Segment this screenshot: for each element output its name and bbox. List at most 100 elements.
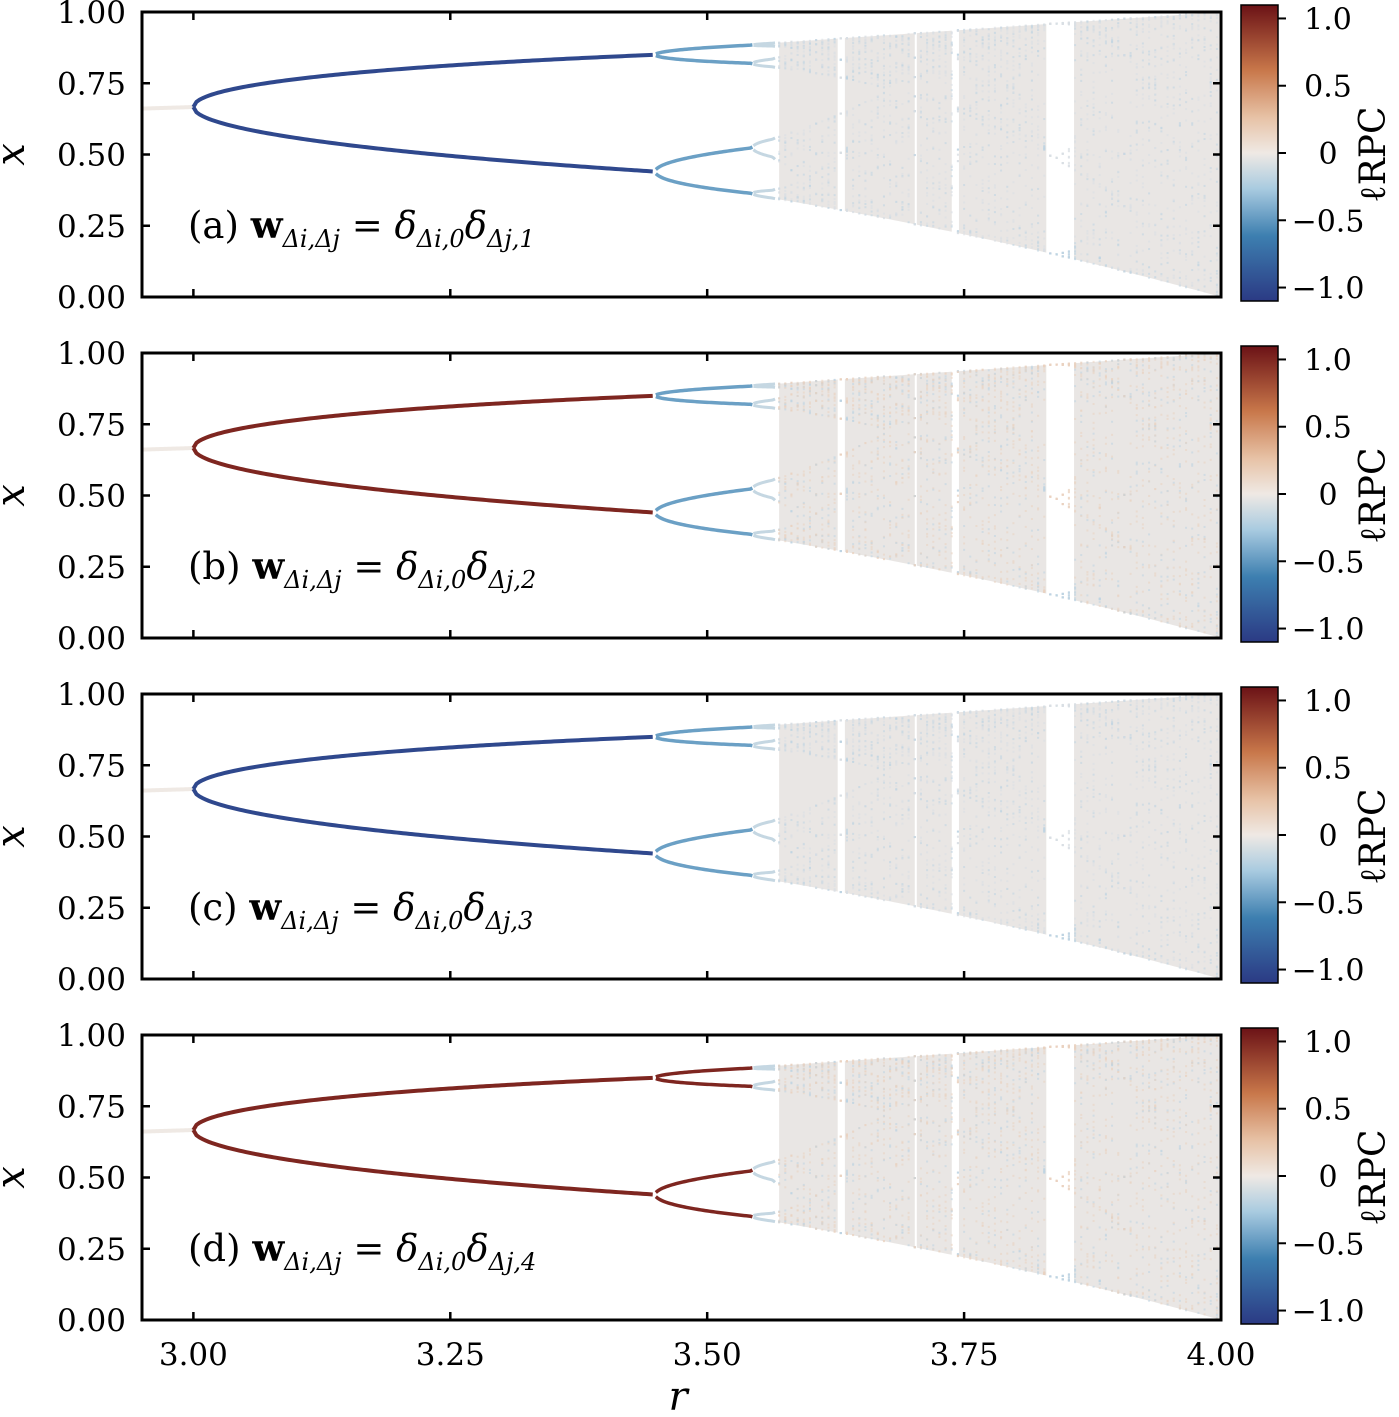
y-axis-ticks: 0.00 0.25 0.50 0.75 1.00 <box>57 336 1221 657</box>
period-4-branches <box>654 1066 754 1219</box>
colorbar-tick-label: −1.0 <box>1292 954 1365 989</box>
panel-a: 0.000.250.500.751.00x(a) wΔi,Δj = δΔi,0δ… <box>0 0 1394 316</box>
colorbar-tick-label: 0.5 <box>1304 70 1352 105</box>
periodic-window <box>837 1035 845 1320</box>
colorbar: −1.0 −0.5 0 0.5 1.0 ℓRPC <box>1240 1025 1394 1330</box>
y-tick-label: 0.50 <box>57 479 126 515</box>
y-tick-label: 0.75 <box>57 407 126 443</box>
y-tick-label: 0.00 <box>57 1303 126 1339</box>
chaos-band <box>779 1035 1219 1320</box>
y-axis-label: x <box>0 484 34 507</box>
chaos-points <box>778 1034 1218 1320</box>
y-tick-label: 1.00 <box>57 677 126 713</box>
colorbar-tick-label: 1.0 <box>1304 343 1352 378</box>
fixed-point-branch <box>141 1128 194 1134</box>
periodic-window <box>914 353 917 638</box>
colorbar-tick-label: 1.0 <box>1304 2 1352 37</box>
period-2-branches <box>191 1075 653 1197</box>
panel-d: 0.000.250.500.751.003.00 3.25 3.50 3.75 4.00… <box>0 1018 1394 1373</box>
period-2-branches <box>191 393 653 515</box>
fixed-point-branch <box>141 787 194 793</box>
colorbar-tick-label: −1.0 <box>1292 613 1365 648</box>
periodic-window <box>914 1035 917 1320</box>
y-axis-ticks: 0.00 0.25 0.50 0.75 1.00 <box>57 1018 1221 1339</box>
period-8-branches <box>752 382 777 542</box>
y-tick-label: 1.00 <box>57 1018 126 1054</box>
y-tick-label: 0.25 <box>57 1232 126 1268</box>
chaos-band <box>779 353 1219 638</box>
period-2-branches <box>191 734 653 856</box>
periodic-window <box>914 694 917 979</box>
x-axis-ticks: 3.00 3.25 3.50 3.75 4.00 <box>159 1035 1256 1373</box>
colorbar: −1.0 −0.5 0 0.5 1.0 ℓRPC <box>1240 2 1394 307</box>
x-tick-label: 3.50 <box>673 1337 742 1373</box>
colorbar-tick-label: 1.0 <box>1304 1025 1352 1060</box>
colorbar: −1.0 −0.5 0 0.5 1.0 ℓRPC <box>1240 684 1394 989</box>
y-tick-label: 0.75 <box>57 66 126 102</box>
panel-annotation: (c) wΔi,Δj = δΔi,0δΔj,3 <box>188 885 533 935</box>
colorbar-tick-label: 1.0 <box>1304 684 1352 719</box>
x-tick-label: 3.75 <box>930 1337 999 1373</box>
x-axis-ticks <box>192 12 1223 297</box>
colorbar-tick-label: 0 <box>1318 478 1337 513</box>
y-tick-label: 1.00 <box>57 336 126 372</box>
periodic-window <box>951 694 959 979</box>
panel-b: 0.000.250.500.751.00x(b) wΔi,Δj = δΔi,0δ… <box>0 336 1394 657</box>
y-tick-label: 1.00 <box>57 0 126 31</box>
panel-annotation: (a) wΔi,Δj = δΔi,0δΔj,1 <box>188 203 535 253</box>
panel-c: 0.000.250.500.751.00x(c) wΔi,Δj = δΔi,0δ… <box>0 677 1394 998</box>
x-axis-ticks <box>192 353 1223 638</box>
colorbar-label: ℓRPC <box>1353 1129 1394 1225</box>
panel-annotation: (b) wΔi,Δj = δΔi,0δΔj,2 <box>188 544 536 594</box>
y-tick-label: 0.00 <box>57 621 126 657</box>
colorbar-label: ℓRPC <box>1353 788 1394 884</box>
colorbar-tick-label: 0.5 <box>1304 1093 1352 1128</box>
chaos-band <box>779 694 1219 979</box>
y-tick-label: 0.25 <box>57 550 126 586</box>
panel-annotation: (d) wΔi,Δj = δΔi,0δΔj,4 <box>188 1226 536 1276</box>
periodic-window <box>951 1035 959 1320</box>
colorbar-tick-label: 0.5 <box>1304 752 1352 787</box>
y-tick-label: 0.50 <box>57 138 126 174</box>
y-axis-label: x <box>0 825 34 848</box>
period-2-branches <box>191 52 653 174</box>
colorbar-tick-label: 0 <box>1318 137 1337 172</box>
colorbar-label: ℓRPC <box>1353 447 1394 543</box>
colorbar-tick-label: 0 <box>1318 1160 1337 1195</box>
colorbar-tick-label: −1.0 <box>1292 1295 1365 1330</box>
period-4-branches <box>654 725 754 878</box>
period-8-branches <box>752 41 777 201</box>
colorbar-tick-label: 0 <box>1318 819 1337 854</box>
periodic-window <box>1046 694 1075 979</box>
chaos-points <box>778 693 1218 979</box>
colorbar-tick-label: −0.5 <box>1292 545 1365 580</box>
periodic-window <box>951 353 959 638</box>
y-tick-label: 0.50 <box>57 820 126 856</box>
x-tick-label: 3.00 <box>159 1337 228 1373</box>
y-axis-ticks: 0.00 0.25 0.50 0.75 1.00 <box>57 0 1221 316</box>
chaos-cloud <box>779 353 1219 638</box>
x-tick-label: 3.25 <box>416 1337 485 1373</box>
colorbar-tick-label: 0.5 <box>1304 411 1352 446</box>
period-4-branches <box>654 384 754 537</box>
y-tick-label: 0.00 <box>57 962 126 998</box>
y-axis-label: x <box>0 143 34 166</box>
periodic-window <box>1046 12 1075 297</box>
y-tick-label: 0.25 <box>57 891 126 927</box>
colorbar: −1.0 −0.5 0 0.5 1.0 ℓRPC <box>1240 343 1394 648</box>
period-8-branches <box>752 723 777 883</box>
colorbar-tick-label: −1.0 <box>1292 272 1365 307</box>
chaos-cloud <box>779 12 1219 297</box>
y-tick-label: 0.50 <box>57 1161 126 1197</box>
x-axis-ticks <box>192 694 1223 979</box>
period-8-branches <box>752 1064 777 1224</box>
y-tick-label: 0.25 <box>57 209 126 245</box>
panels: 0.000.250.500.751.00x(a) wΔi,Δj = δΔi,0δ… <box>0 0 1394 1373</box>
periodic-window <box>837 353 845 638</box>
fixed-point-branch <box>141 446 194 452</box>
periodic-window <box>837 694 845 979</box>
y-tick-label: 0.75 <box>57 1089 126 1125</box>
period-4-branches <box>654 43 754 196</box>
y-axis-label: x <box>0 1166 34 1189</box>
